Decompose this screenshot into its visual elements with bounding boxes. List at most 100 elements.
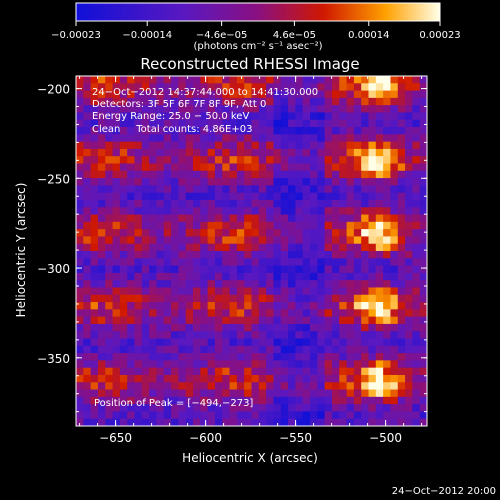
heatmap-cell — [361, 192, 369, 201]
heatmap-cell — [383, 294, 391, 303]
heatmap-cell — [324, 360, 333, 369]
heatmap-cell — [288, 404, 296, 412]
heatmap-cell — [97, 374, 106, 383]
heatmap-cell — [127, 119, 135, 128]
heatmap-cell — [412, 105, 421, 113]
heatmap-cell — [193, 83, 201, 92]
heatmap-cell — [90, 389, 99, 398]
heatmap-cell — [97, 265, 106, 274]
heatmap-cell — [178, 251, 187, 259]
heatmap-cell — [90, 97, 99, 106]
heatmap-cell — [266, 229, 274, 237]
heatmap-cell — [288, 258, 296, 267]
heatmap-cell — [112, 163, 121, 172]
heatmap-cell — [193, 272, 201, 281]
colorbar-tick-label: 0.00014 — [348, 30, 389, 41]
heatmap-cell — [331, 97, 340, 106]
heatmap-cell — [302, 258, 311, 267]
heatmap-cell — [207, 389, 216, 398]
heatmap-cell — [288, 345, 296, 354]
heatmap-cell — [251, 331, 260, 339]
heatmap-cell — [178, 316, 187, 325]
heatmap-cell — [127, 323, 135, 332]
heatmap-cell — [353, 134, 362, 143]
heatmap-cell — [244, 119, 252, 128]
heatmap-cell — [222, 404, 231, 412]
heatmap-cell — [207, 243, 216, 252]
heatmap-cell — [368, 163, 377, 172]
heatmap-cell — [390, 185, 399, 194]
heatmap-cell — [324, 331, 333, 339]
heatmap-cell — [317, 316, 326, 325]
heatmap-cell — [405, 345, 413, 354]
heatmap-cell — [134, 221, 143, 230]
heatmap-cell — [193, 265, 201, 274]
heatmap-cell — [222, 127, 231, 135]
heatmap-cell — [200, 389, 209, 398]
heatmap-cell — [222, 272, 231, 281]
heatmap-cell — [346, 105, 355, 113]
heatmap-cell — [397, 97, 406, 106]
heatmap-cell — [149, 105, 157, 113]
heatmap-cell — [244, 148, 252, 157]
heatmap-cell — [222, 396, 231, 405]
heatmap-cell — [266, 411, 274, 420]
heatmap-cell — [236, 411, 245, 420]
heatmap-cell — [236, 360, 245, 369]
heatmap-cell — [149, 396, 157, 405]
heatmap-cell — [361, 418, 369, 427]
heatmap-cell — [266, 280, 274, 288]
heatmap-cell — [310, 323, 318, 332]
heatmap-cell — [346, 90, 355, 99]
heatmap-cell — [156, 280, 165, 288]
heatmap-cell — [405, 251, 413, 259]
heatmap-cell — [397, 353, 406, 361]
heatmap-cell — [412, 404, 421, 412]
heatmap-cell — [171, 97, 179, 106]
heatmap-cell — [295, 345, 304, 354]
heatmap-cell — [361, 214, 369, 223]
heatmap-cell — [390, 178, 399, 186]
heatmap-cell — [112, 280, 121, 288]
heatmap-cell — [383, 229, 391, 237]
heatmap-cell — [331, 418, 340, 427]
heatmap-cell — [97, 404, 106, 412]
heatmap-cell — [251, 221, 260, 230]
heatmap-cell — [229, 127, 238, 135]
heatmap-cell — [251, 112, 260, 121]
heatmap-cell — [339, 265, 348, 274]
heatmap-cell — [258, 243, 267, 252]
heatmap-cell — [178, 280, 187, 288]
heatmap-cell — [214, 97, 223, 106]
heatmap-cell — [390, 411, 399, 420]
heatmap-cell — [273, 404, 282, 412]
heatmap-cell — [119, 411, 128, 420]
heatmap-cell — [375, 411, 384, 420]
heatmap-cell — [346, 404, 355, 412]
heatmap-cell — [295, 287, 304, 296]
heatmap-cell — [266, 97, 274, 106]
heatmap-cell — [178, 163, 187, 172]
heatmap-cell — [105, 199, 114, 208]
heatmap-cell — [280, 163, 289, 172]
heatmap-cell — [405, 178, 413, 186]
heatmap-cell — [185, 214, 194, 223]
heatmap-cell — [134, 236, 143, 245]
heatmap-cell — [361, 382, 369, 391]
heatmap-cell — [310, 156, 318, 164]
heatmap-cell — [353, 156, 362, 164]
heatmap-cell — [156, 243, 165, 252]
heatmap-cell — [412, 294, 421, 303]
heatmap-cell — [105, 156, 114, 164]
heatmap-cell — [193, 382, 201, 391]
heatmap-cell — [185, 192, 194, 201]
heatmap-cell — [200, 323, 209, 332]
heatmap-cell — [317, 374, 326, 383]
heatmap-cell — [339, 294, 348, 303]
heatmap-cell — [200, 367, 209, 376]
heatmap-cell — [141, 338, 150, 347]
heatmap-cell — [361, 367, 369, 376]
heatmap-cell — [353, 185, 362, 194]
heatmap-cell — [288, 411, 296, 420]
heatmap-cell — [353, 404, 362, 412]
